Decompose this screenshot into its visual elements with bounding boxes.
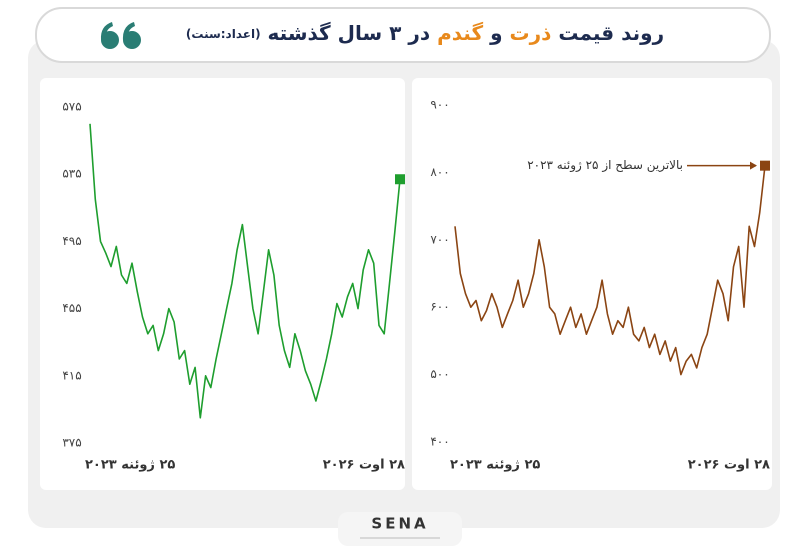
quote-icon xyxy=(100,22,141,49)
logo: SENA xyxy=(371,515,428,533)
y-tick-label: ۳۷۵ xyxy=(62,436,81,450)
y-tick-label: ۵۷۵ xyxy=(62,100,81,114)
price-line xyxy=(454,165,766,376)
end-marker xyxy=(760,160,770,171)
annotation: بالاترین سطح از ۲۵ ژوئنه ۲۰۲۳ xyxy=(527,158,683,173)
y-tick-label: ۶۰۰ xyxy=(430,300,449,314)
title-part: در ۳ سال گذشته xyxy=(268,21,431,45)
y-tick-label: ۴۱۵ xyxy=(62,368,81,382)
y-tick-label: ۵۰۰ xyxy=(430,367,449,381)
x-tick-label: ۲۸ اوت ۲۰۲۶ xyxy=(688,458,770,473)
title-part: روند قیمت xyxy=(558,21,664,45)
x-tick-label: ۲۵ ژوئنه ۲۰۲۳ xyxy=(85,458,175,473)
title-part: گندم xyxy=(437,21,483,45)
y-tick-label: ۹۰۰ xyxy=(430,98,449,112)
y-tick-label: ۵۳۵ xyxy=(62,167,81,181)
y-tick-label: ۸۰۰ xyxy=(430,165,449,179)
title-part: و xyxy=(489,21,502,45)
right-panel xyxy=(412,78,772,490)
y-tick-label: ۷۰۰ xyxy=(430,232,449,246)
y-tick-label: ۴۵۵ xyxy=(62,301,81,315)
end-marker xyxy=(395,174,405,185)
title-part: ذرت xyxy=(509,21,551,45)
left-panel xyxy=(40,78,405,490)
x-tick-label: ۲۸ اوت ۲۰۲۶ xyxy=(323,458,405,473)
chart-title: روند قیمت ذرت و گندم در ۳ سال گذشته (اعد… xyxy=(186,21,664,45)
title-note: (اعداد:سنت) xyxy=(186,27,261,41)
header-box xyxy=(35,7,771,63)
x-tick-label: ۲۵ ژوئنه ۲۰۲۳ xyxy=(450,458,540,473)
y-tick-label: ۴۰۰ xyxy=(430,435,449,449)
price-line xyxy=(89,123,401,419)
y-tick-label: ۴۹۵ xyxy=(62,234,81,248)
annotation-arrowhead xyxy=(750,161,757,170)
